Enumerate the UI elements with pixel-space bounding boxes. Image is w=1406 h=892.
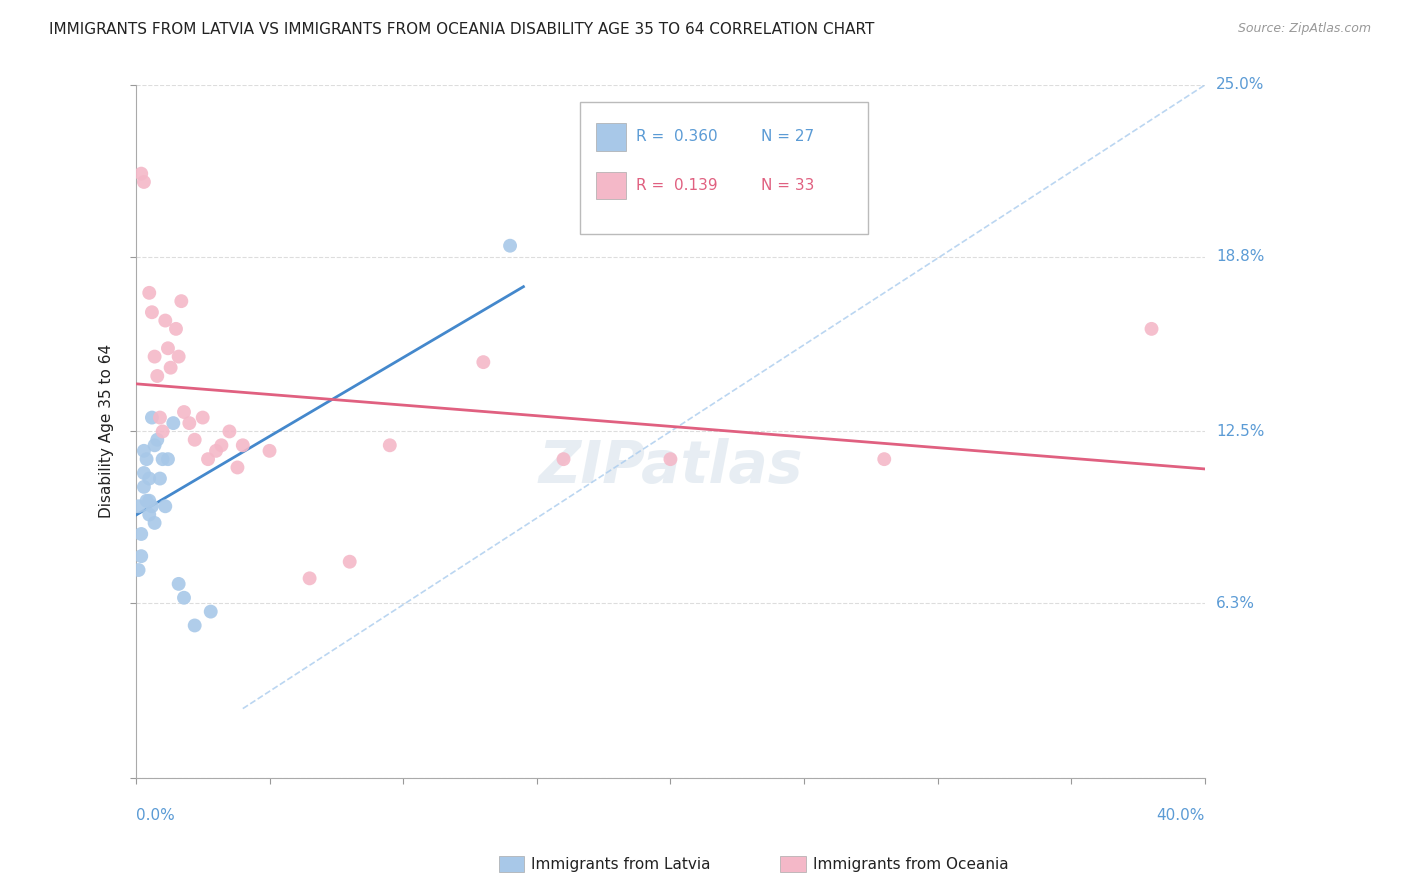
Point [226,460,249,475]
Point [141,500,163,514]
Point [162,416,184,430]
Point [128,563,150,577]
Point [205,443,228,458]
Point [378,438,401,452]
Point [173,591,195,605]
Point [156,341,179,355]
Point [138,285,160,300]
FancyBboxPatch shape [579,103,869,234]
Point [146,433,169,447]
Point [143,516,166,530]
Point [149,471,172,485]
Point [1140,322,1163,336]
Text: N = 27: N = 27 [761,129,814,145]
Text: IMMIGRANTS FROM LATVIA VS IMMIGRANTS FROM OCEANIA DISABILITY AGE 35 TO 64 CORREL: IMMIGRANTS FROM LATVIA VS IMMIGRANTS FRO… [49,22,875,37]
Point [179,416,201,430]
Text: 25.0%: 25.0% [1216,78,1264,93]
Text: 12.5%: 12.5% [1216,424,1264,439]
Point [152,452,174,467]
Point [173,405,195,419]
Point [156,452,179,467]
Point [659,452,682,467]
Point [138,493,160,508]
Text: 40.0%: 40.0% [1157,808,1205,823]
Point [218,425,240,439]
Point [200,605,222,619]
Point [159,360,181,375]
Point [138,471,160,485]
Point [165,322,187,336]
Point [143,438,166,452]
Point [141,410,163,425]
Point [167,350,190,364]
Y-axis label: Disability Age 35 to 64: Disability Age 35 to 64 [100,344,114,518]
Text: 18.8%: 18.8% [1216,249,1264,264]
Text: ZIPatlas: ZIPatlas [538,438,803,494]
Point [191,410,214,425]
Point [129,549,152,564]
Point [183,433,205,447]
Text: 0.0%: 0.0% [136,808,174,823]
Point [146,369,169,384]
Text: Immigrants from Oceania: Immigrants from Oceania [813,857,1008,871]
Point [209,438,232,452]
Text: R =  0.139: R = 0.139 [637,178,718,193]
Point [298,571,321,585]
Point [135,493,157,508]
Point [128,500,150,514]
Point [132,443,155,458]
Point [183,618,205,632]
Point [259,443,281,458]
Point [135,452,157,467]
Point [141,305,163,319]
Point [170,294,193,309]
Point [132,480,155,494]
Point [138,508,160,522]
Text: Source: ZipAtlas.com: Source: ZipAtlas.com [1237,22,1371,36]
Point [155,313,177,327]
Point [132,466,155,480]
Point [339,555,361,569]
Point [197,452,219,467]
Point [129,167,152,181]
Bar [596,123,626,151]
Point [873,452,896,467]
Bar [596,171,626,199]
Point [553,452,575,467]
Point [167,577,190,591]
Text: R =  0.360: R = 0.360 [637,129,718,145]
Point [472,355,495,369]
Point [149,410,172,425]
Point [155,500,177,514]
Point [132,175,155,189]
Point [232,438,254,452]
Point [152,425,174,439]
Text: 6.3%: 6.3% [1216,596,1256,611]
Text: N = 33: N = 33 [761,178,814,193]
Point [499,238,522,252]
Point [143,350,166,364]
Point [129,527,152,541]
Text: Immigrants from Latvia: Immigrants from Latvia [531,857,711,871]
